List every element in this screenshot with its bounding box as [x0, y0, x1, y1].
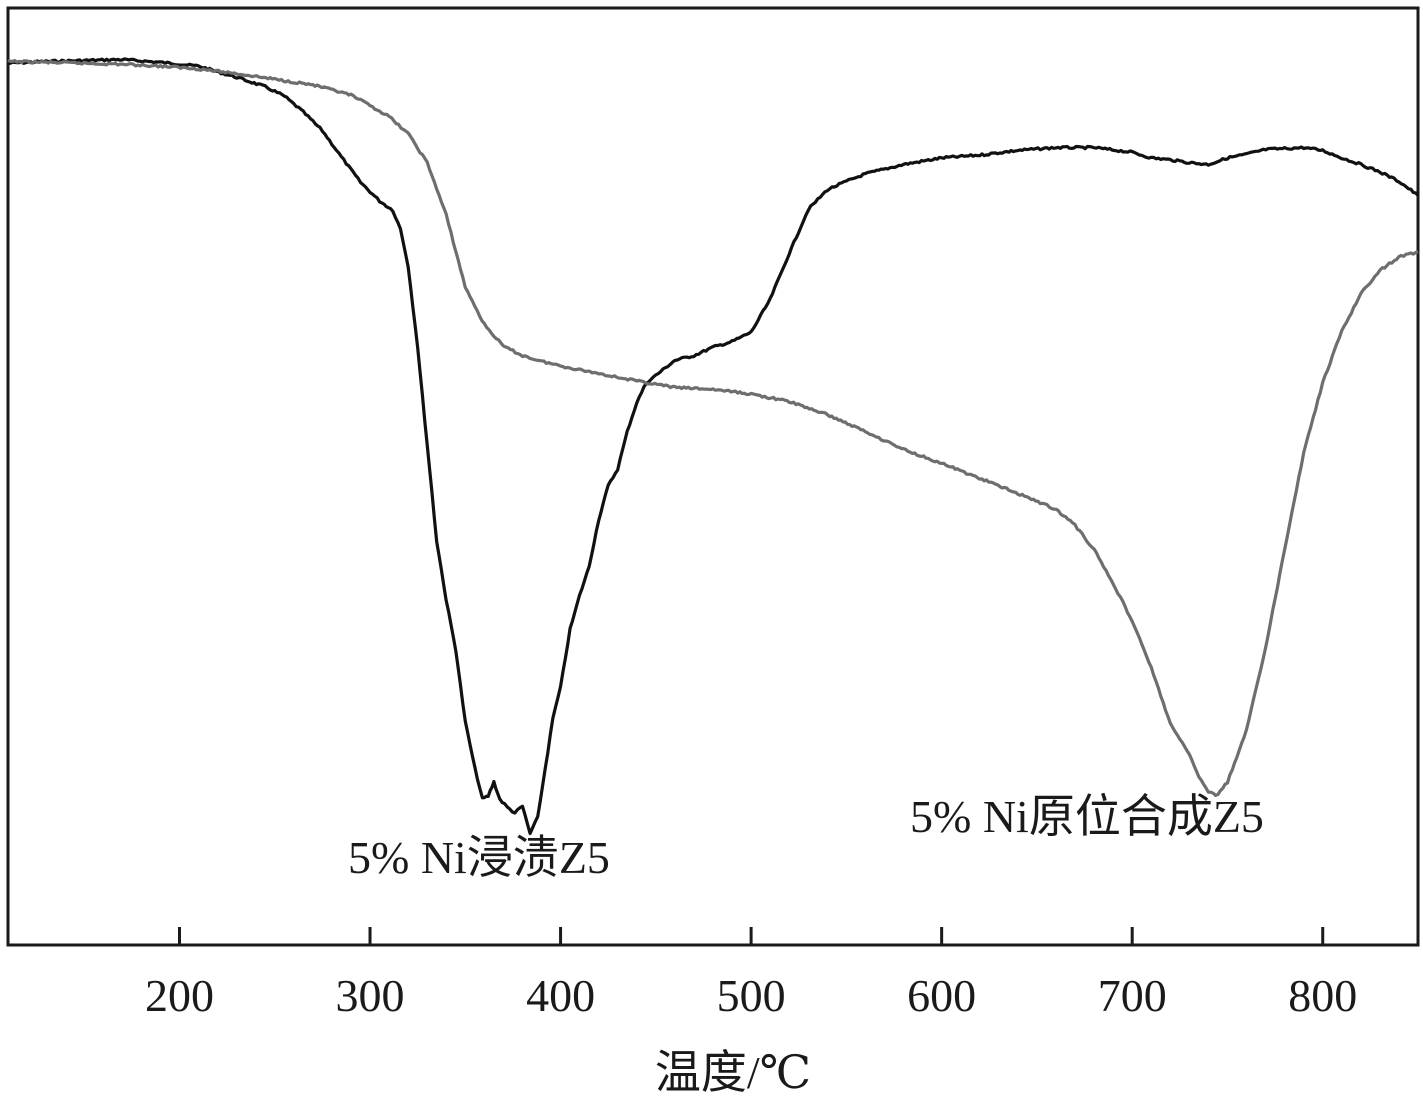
series-layer	[7, 57, 1420, 836]
x-tick-label: 800	[1288, 970, 1357, 1021]
x-tick-label: 300	[336, 970, 405, 1021]
x-axis-title: 温度/℃	[655, 1047, 811, 1098]
series-line-in-situ	[7, 58, 1419, 797]
x-tick-label: 200	[145, 970, 214, 1021]
x-tick-label: 400	[526, 970, 595, 1021]
x-tick-label: 700	[1098, 970, 1167, 1021]
series-labels: 5% Ni浸渍Z5 5% Ni原位合成Z5	[348, 791, 1264, 883]
series-label-impregnated: 5% Ni浸渍Z5	[348, 832, 610, 883]
series-line-impregnated	[8, 57, 1420, 836]
x-tick-label: 600	[907, 970, 976, 1021]
x-axis-ticks: 200 300 400 500 600 700 800	[145, 927, 1357, 1021]
x-tick-label: 500	[717, 970, 786, 1021]
series-label-in-situ: 5% Ni原位合成Z5	[910, 791, 1264, 842]
plot-frame	[6, 6, 1420, 947]
